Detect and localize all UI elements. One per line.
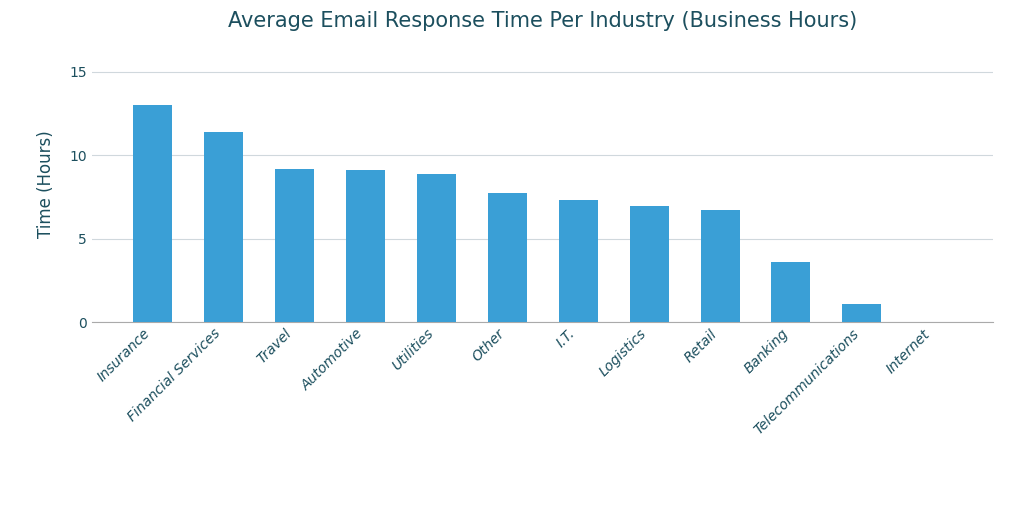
Bar [275,168,314,322]
Bar [700,210,739,322]
Bar [417,174,456,322]
Bar [630,206,669,322]
Bar [204,132,243,322]
Y-axis label: Time (Hours): Time (Hours) [37,131,55,239]
Bar [771,262,810,322]
Bar [843,304,882,322]
Bar [559,200,598,322]
Bar [133,105,172,322]
Title: Average Email Response Time Per Industry (Business Hours): Average Email Response Time Per Industry… [228,11,857,31]
Bar [487,193,526,322]
Bar [346,170,385,322]
